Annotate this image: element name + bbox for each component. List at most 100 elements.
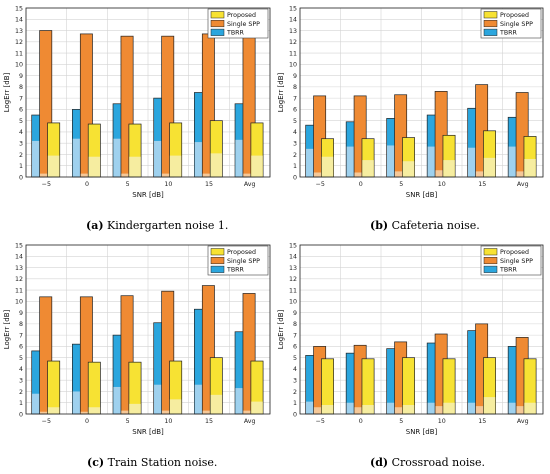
legend-label: Proposed [227,249,256,256]
bar-inner-tbrr [72,138,85,177]
y-axis-label: LogErr [dB] [277,72,285,112]
y-tick-label: 12 [289,276,297,283]
x-tick-label: −5 [42,181,51,188]
bar-inner-tbrr [346,146,358,177]
caption-text-d: Crossroad noise. [391,456,486,469]
y-tick-label: 14 [15,254,23,261]
bar-inner-single-spp [243,173,255,177]
x-tick-label: 10 [438,418,446,425]
y-tick-label: 6 [293,344,297,351]
y-tick-label: 8 [293,84,297,91]
bar-inner-single-spp [121,410,133,414]
y-tick-label: 2 [293,152,297,159]
y-tick-label: 10 [289,299,297,306]
y-tick-label: 14 [289,254,297,261]
legend-label: TBRR [499,267,518,274]
y-tick-label: 5 [19,355,23,362]
x-axis-label: SNR [dB] [132,191,164,199]
y-tick-label: 15 [289,5,297,12]
bar-inner-tbrr [468,402,480,414]
legend-label: Single SPP [227,258,260,265]
legend-swatch-proposed [210,11,225,19]
bar-inner-proposed [47,407,60,414]
bar-inner-tbrr [508,402,520,414]
bar-inner-proposed [443,160,455,177]
caption-letter-a: (a) [86,219,104,232]
bar-inner-proposed [402,404,415,414]
x-tick-label: 15 [205,181,213,188]
y-tick-label: 7 [293,332,297,339]
caption-b: (b) Cafeteria noise. [370,219,480,232]
x-tick-label: 10 [164,418,172,425]
bar-inner-tbrr [194,142,207,177]
y-tick-label: 2 [293,389,297,396]
bar-inner-proposed [321,404,334,414]
bar-inner-proposed [210,153,223,177]
bar-inner-single-spp [394,407,407,414]
legend-label: TBRR [226,267,245,274]
bar-inner-tbrr [427,146,439,177]
plot-frame [299,244,544,415]
y-tick-label: 10 [15,62,23,69]
y-tick-label: 5 [293,118,297,125]
y-axis-label: LogErr [dB] [3,72,11,112]
y-tick-label: 11 [15,50,23,57]
bar-inner-tbrr [235,388,247,414]
y-tick-label: 13 [289,265,297,272]
bar-inner-proposed [483,157,496,177]
x-tick-label: −5 [316,418,325,425]
y-tick-label: 10 [289,62,297,69]
x-tick-label: Avg [517,418,529,425]
y-tick-label: 0 [293,411,297,418]
bar-inner-single-spp [80,173,93,177]
plot-frame [25,244,271,415]
bar-inner-proposed [129,403,141,414]
bar-inner-single-spp [80,411,93,414]
x-tick-label: 0 [85,418,89,425]
y-tick-label: 12 [15,39,23,46]
legend-label: TBRR [226,30,245,37]
bar-inner-proposed [443,402,455,414]
y-axis-label: LogErr [dB] [3,309,11,349]
legend-label: Single SPP [227,21,260,28]
y-tick-label: 3 [19,141,23,148]
bar-inner-proposed [251,155,263,177]
y-tick-label: 10 [15,299,23,306]
y-tick-label: 3 [293,141,297,148]
y-tick-label: 12 [289,39,297,46]
y-tick-label: 4 [19,129,23,136]
y-tick-label: 0 [19,174,23,181]
y-tick-label: 5 [19,118,23,125]
bar-inner-single-spp [354,172,366,177]
y-tick-label: 0 [293,174,297,181]
legend-swatch-proposed [483,248,498,256]
x-axis-label: SNR [dB] [406,191,438,199]
y-tick-label: 9 [19,310,23,317]
bar-inner-tbrr [306,401,318,414]
bar-inner-proposed [169,399,182,414]
bar-inner-single-spp [161,410,174,414]
caption-c: (c) Train Station noise. [87,456,217,469]
y-tick-label: 15 [289,242,297,249]
y-tick-label: 7 [19,95,23,102]
legend-swatch-single-spp [483,257,498,265]
bar-inner-single-spp [121,173,133,177]
y-tick-label: 6 [19,344,23,351]
legend-swatch-tbrr [483,28,498,36]
bar-proposed [87,361,101,415]
y-tick-label: 4 [293,129,297,136]
bar-inner-tbrr [346,402,358,414]
y-tick-label: 1 [19,400,23,407]
bar-inner-tbrr [194,384,207,414]
y-tick-label: 11 [15,287,23,294]
y-tick-label: 12 [15,276,23,283]
x-tick-label: 5 [399,418,403,425]
bar-inner-single-spp [516,171,528,177]
y-tick-label: 8 [19,84,23,91]
y-tick-label: 1 [293,400,297,407]
caption-letter-b: (b) [370,219,389,232]
bar-inner-single-spp [313,172,326,177]
